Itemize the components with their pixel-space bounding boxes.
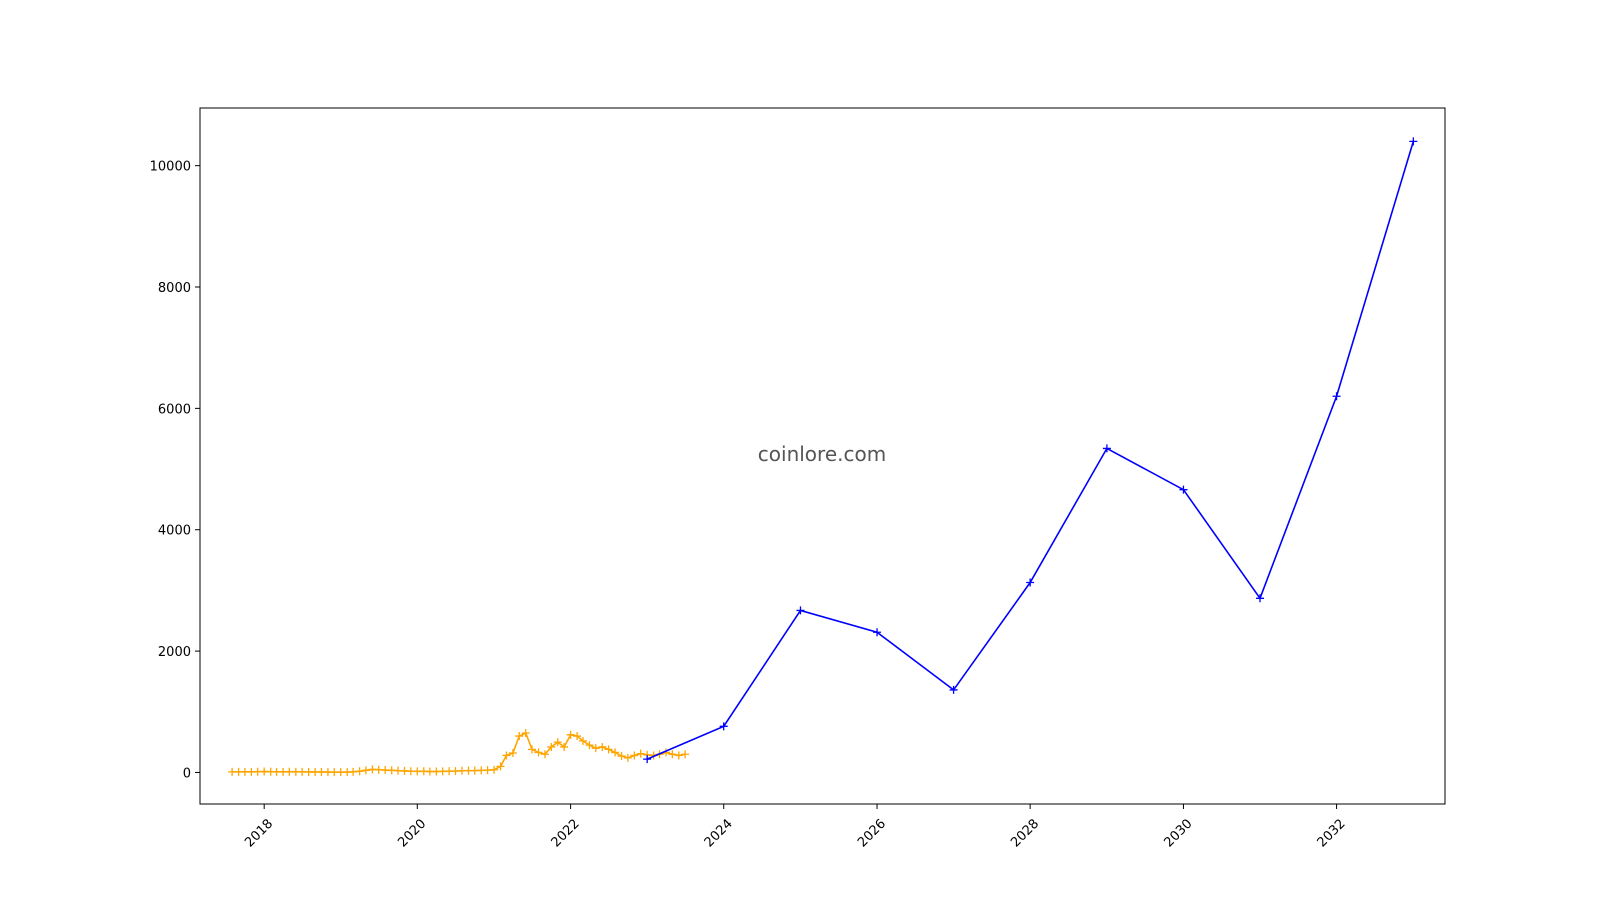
y-axis: 0 2000 4000 6000 8000 10000	[150, 160, 200, 781]
y-tick-label: 0	[183, 766, 191, 781]
x-tick-label: 2030	[1161, 816, 1195, 850]
data-point-marker	[623, 753, 632, 762]
data-point-marker	[668, 750, 677, 759]
data-point-marker	[1256, 594, 1265, 603]
y-tick-label: 4000	[158, 524, 191, 539]
data-point-marker	[611, 748, 620, 757]
data-point-marker	[560, 742, 569, 751]
x-tick-label: 2028	[1008, 816, 1042, 850]
data-point-marker	[528, 745, 537, 754]
data-point-marker	[1409, 137, 1418, 146]
x-tick-label: 2018	[242, 816, 276, 850]
x-tick-label: 2026	[855, 816, 889, 850]
data-point-marker	[490, 765, 499, 774]
data-point-marker	[585, 741, 594, 750]
watermark: coinlore.com	[758, 442, 886, 466]
data-point-marker	[719, 722, 728, 731]
data-point-marker	[573, 732, 582, 741]
y-tick-label: 6000	[158, 402, 191, 417]
data-point-marker	[617, 752, 626, 761]
historical-series	[228, 729, 690, 777]
data-point-marker	[674, 751, 683, 760]
data-point-marker	[553, 738, 562, 747]
x-tick-label: 2022	[549, 816, 583, 850]
data-point-marker	[566, 730, 575, 739]
data-point-marker	[361, 766, 370, 775]
data-point-marker	[1102, 444, 1111, 453]
x-axis: 2018 2020 2022 2024 2026 2028 2030 2032	[242, 804, 1349, 850]
y-tick-label: 2000	[158, 645, 191, 660]
data-point-marker	[515, 732, 524, 741]
plot-area	[200, 108, 1445, 804]
x-tick-label: 2024	[702, 816, 736, 850]
data-point-marker	[502, 751, 511, 760]
data-point-marker	[643, 755, 652, 764]
data-point-marker	[1026, 578, 1035, 587]
data-point-marker	[541, 750, 550, 759]
data-series	[228, 137, 1418, 777]
data-point-marker	[534, 748, 543, 757]
y-tick-label: 10000	[150, 160, 191, 175]
data-point-marker	[1332, 392, 1341, 401]
data-point-marker	[508, 749, 517, 758]
plot-frame	[199, 107, 1446, 805]
data-point-marker	[355, 767, 364, 776]
x-tick-label: 2032	[1315, 816, 1349, 850]
data-point-marker	[681, 750, 690, 759]
data-point-marker	[873, 628, 882, 637]
data-point-marker	[591, 744, 600, 753]
data-point-marker	[604, 745, 613, 754]
data-point-marker	[949, 685, 958, 694]
x-tick-label: 2020	[395, 816, 429, 850]
data-point-marker	[496, 762, 505, 771]
data-point-marker	[578, 736, 587, 745]
data-point-marker	[521, 729, 530, 738]
data-point-marker	[547, 742, 556, 751]
data-point-marker	[1179, 485, 1188, 494]
data-point-marker	[598, 742, 607, 751]
forecast-series	[643, 137, 1418, 764]
data-point-marker	[636, 749, 645, 758]
y-tick-label: 8000	[158, 281, 191, 296]
data-point-marker	[630, 751, 639, 760]
data-point-marker	[796, 606, 805, 615]
